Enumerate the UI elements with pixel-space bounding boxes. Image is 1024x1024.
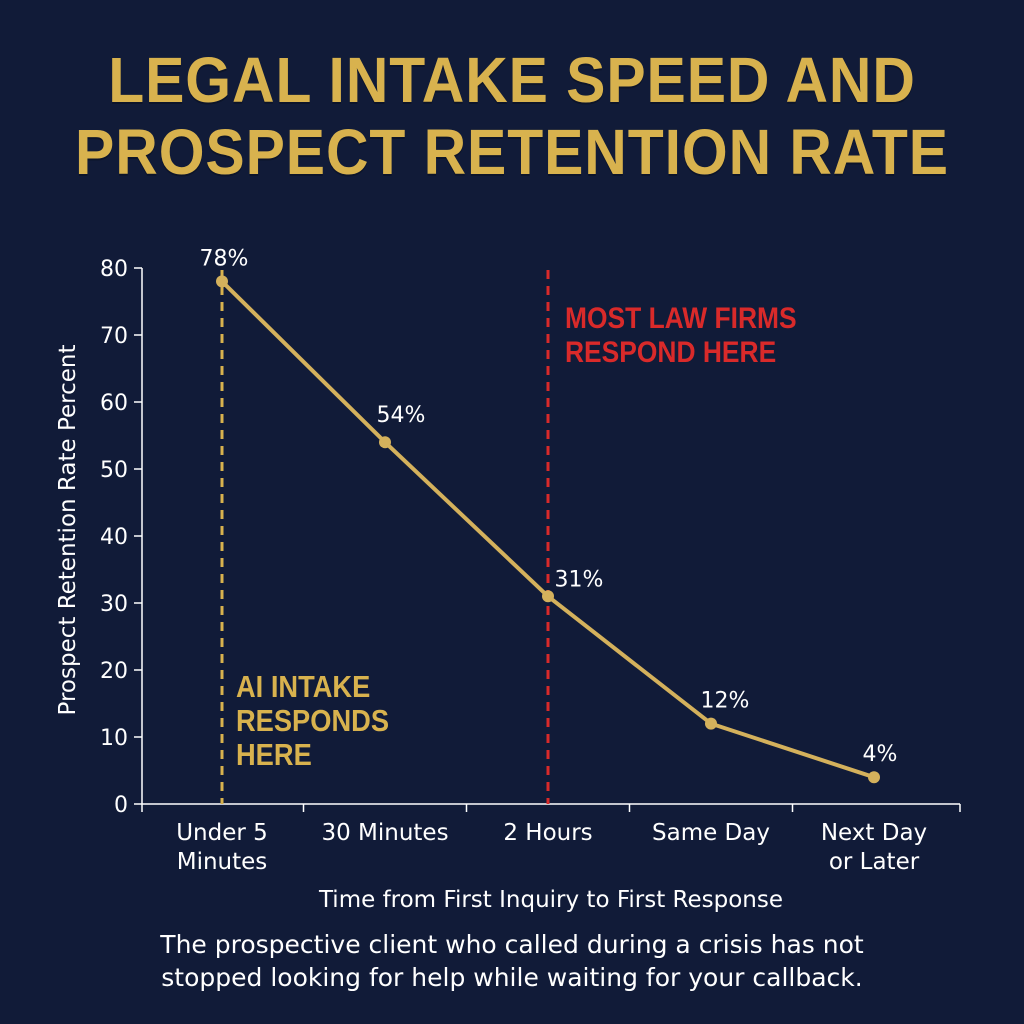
x-tick-label: Next Day or Later	[821, 820, 927, 875]
y-axis-title: Prospect Retention Rate Percent	[55, 345, 81, 716]
x-tick-label-line: Next Day	[821, 820, 927, 846]
data-point	[379, 436, 391, 449]
data-point	[216, 275, 228, 288]
y-tick-label: 10	[100, 726, 128, 751]
chart-title: LEGAL INTAKE SPEED AND PROSPECT RETENTIO…	[41, 44, 983, 188]
caption-line-1: The prospective client who called during…	[160, 930, 864, 959]
y-tick-label: 80	[100, 257, 128, 282]
annotation-line: HERE	[236, 738, 312, 772]
y-tick-label: 0	[114, 793, 128, 818]
ai-intake-annotation: AI INTAKE RESPONDS HERE	[236, 670, 389, 772]
x-tick-label-line: Minutes	[177, 849, 268, 875]
y-tick-label: 40	[100, 525, 128, 550]
y-tick-label: 50	[100, 458, 128, 483]
annotation-line: AI INTAKE	[236, 670, 370, 704]
annotation-line: MOST LAW FIRMS	[565, 300, 797, 334]
chart-title-line-1: LEGAL INTAKE SPEED AND	[108, 44, 916, 116]
x-tick-label-line: 30 Minutes	[321, 820, 448, 846]
chart-labels: Under 5 Minutes 30 Minutes 2 Hours Same Day N…	[55, 246, 927, 913]
x-tick-label-line: Same Day	[652, 820, 770, 846]
data-label: 12%	[701, 689, 750, 714]
y-tick-label: 30	[100, 592, 128, 617]
data-point	[868, 771, 880, 784]
annotation-line: RESPOND HERE	[565, 334, 776, 368]
chart-title-line-2: PROSPECT RETENTION RATE	[75, 116, 949, 188]
x-tick-label: 30 Minutes	[321, 820, 448, 846]
data-label: 54%	[377, 403, 426, 428]
data-label: 4%	[863, 742, 898, 767]
data-label: 31%	[555, 567, 604, 592]
x-tick-label: Same Day	[652, 820, 770, 846]
caption-line-2: stopped looking for help while waiting f…	[161, 963, 863, 992]
x-tick-label-line: 2 Hours	[503, 820, 592, 846]
y-tick-label: 20	[100, 659, 128, 684]
x-tick-label-line: Under 5	[176, 820, 268, 846]
law-firms-annotation: MOST LAW FIRMS RESPOND HERE	[565, 300, 797, 368]
annotation-line: RESPONDS	[236, 704, 389, 738]
y-tick-label: 70	[100, 324, 128, 349]
data-point	[705, 717, 717, 730]
x-tick-label: Under 5 Minutes	[176, 820, 268, 875]
retention-series	[216, 275, 880, 784]
data-label: 78%	[200, 246, 249, 271]
data-point	[542, 590, 554, 603]
chart-caption: The prospective client who called during…	[0, 928, 1024, 994]
x-axis-title: Time from First Inquiry to First Respons…	[318, 887, 783, 913]
chart-axes: 0 10 20 30 40 50 60 70 80	[100, 257, 961, 818]
x-tick-label: 2 Hours	[503, 820, 592, 846]
y-tick-label: 60	[100, 391, 128, 416]
x-tick-label-line: or Later	[829, 849, 920, 875]
